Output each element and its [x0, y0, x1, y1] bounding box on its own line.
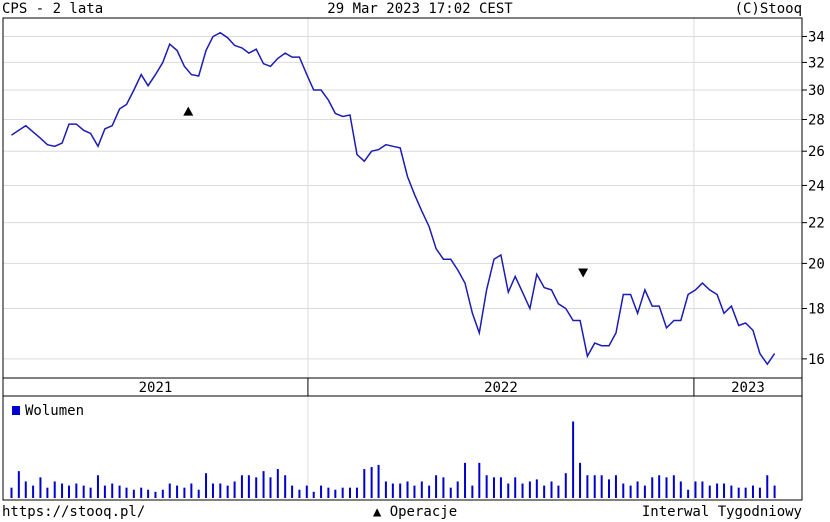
- y-tick-label: 24: [808, 178, 825, 194]
- header-date: 29 Mar 2023 17:02 CEST: [327, 1, 513, 17]
- y-tick-label: 30: [808, 83, 825, 99]
- year-band: [2, 377, 803, 397]
- year-label: 2022: [484, 380, 518, 396]
- price-line: [11, 31, 776, 366]
- footer-interval: Interwal Tygodniowy: [642, 504, 802, 520]
- footer-url[interactable]: https://stooq.pl/: [2, 504, 145, 520]
- header-title: CPS - 2 lata: [2, 1, 103, 17]
- legend-swatch: [12, 406, 20, 415]
- operation-marker: [578, 268, 589, 278]
- volume-frame: [2, 395, 803, 501]
- y-tick-label: 34: [808, 29, 825, 45]
- price-frame: [2, 17, 803, 379]
- footer-operations: ▲ Operacje: [373, 504, 457, 520]
- operation-marker: [183, 106, 194, 116]
- legend-label: Wolumen: [25, 403, 84, 419]
- y-tick-label: 16: [808, 352, 825, 368]
- year-label: 2021: [139, 380, 173, 396]
- header-copyright: (C)Stooq: [735, 1, 802, 17]
- y-tick-label: 18: [808, 301, 825, 317]
- y-tick-label: 26: [808, 144, 825, 160]
- year-label: 2023: [731, 380, 765, 396]
- y-tick-label: 20: [808, 256, 825, 272]
- y-tick-label: 22: [808, 216, 825, 232]
- y-tick-label: 32: [808, 55, 825, 71]
- y-tick-label: 28: [808, 113, 825, 129]
